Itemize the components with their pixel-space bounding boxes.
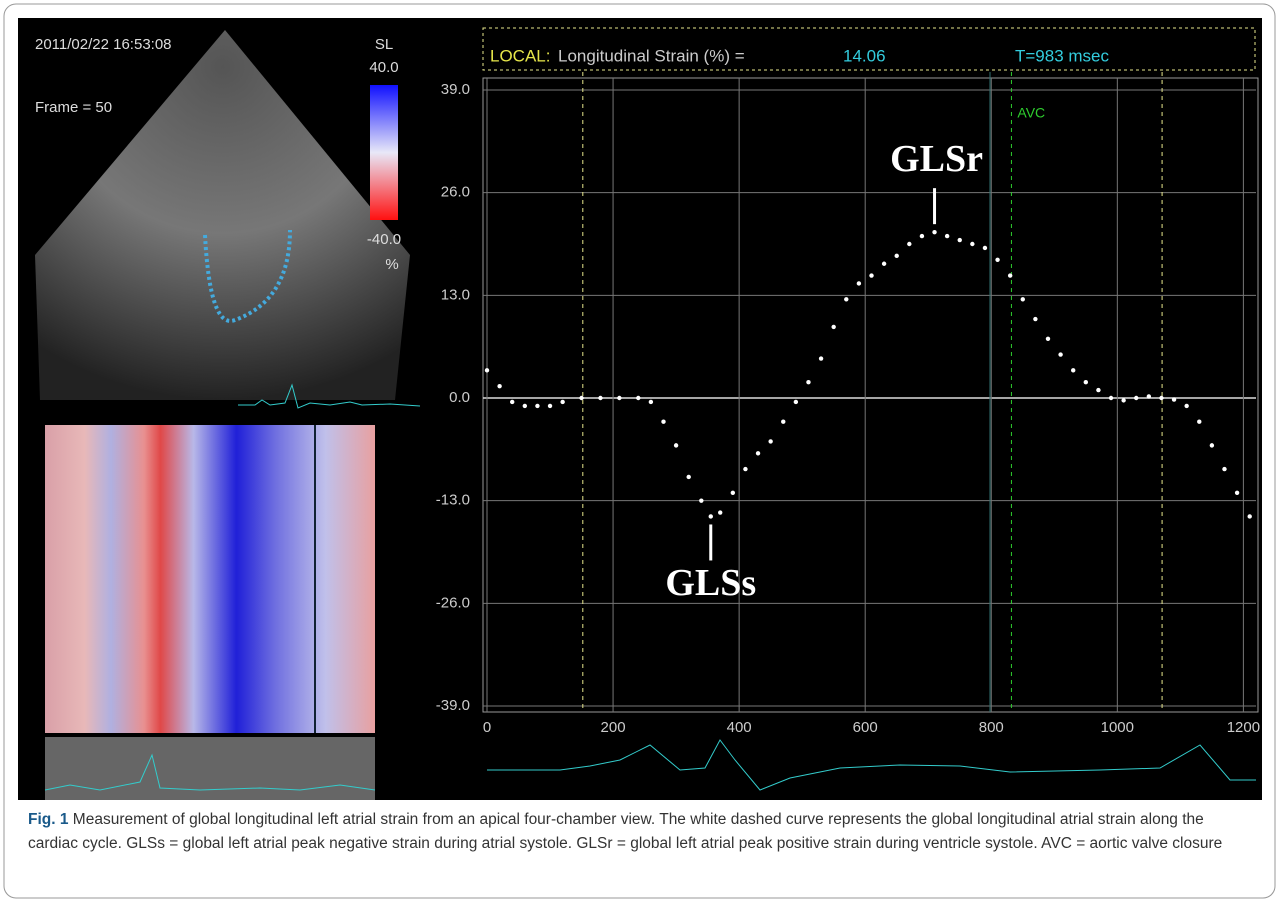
data-point xyxy=(1121,398,1125,402)
scale-min: -40.0 xyxy=(367,231,401,248)
data-point xyxy=(1134,396,1138,400)
data-point xyxy=(485,368,489,372)
data-point xyxy=(1235,491,1239,495)
data-point xyxy=(674,443,678,447)
data-point xyxy=(857,281,861,285)
x-tick-label: 200 xyxy=(601,719,626,736)
data-point xyxy=(731,491,735,495)
colorbar xyxy=(370,85,398,220)
data-point xyxy=(1184,404,1188,408)
page: 2011/02/22 16:53:08 Frame = 50 SL 40.0 -… xyxy=(0,0,1279,902)
data-point xyxy=(1147,394,1151,398)
data-point xyxy=(497,384,501,388)
y-tick-label: 13.0 xyxy=(441,286,470,303)
y-tick-label: -26.0 xyxy=(436,594,470,611)
data-point xyxy=(1247,514,1251,518)
y-tick-label: 26.0 xyxy=(441,184,470,201)
timestamp: 2011/02/22 16:53:08 xyxy=(35,36,172,53)
frame: Frame = 50 xyxy=(35,99,112,116)
data-point xyxy=(756,451,760,455)
data-point xyxy=(945,234,949,238)
annotation: GLSs xyxy=(665,562,756,604)
annotation: GLSr xyxy=(890,138,983,180)
data-point xyxy=(1109,396,1113,400)
y-tick-label: -13.0 xyxy=(436,492,470,509)
x-tick-label: 600 xyxy=(853,719,878,736)
x-tick-label: 400 xyxy=(727,719,752,736)
data-point xyxy=(819,356,823,360)
data-point xyxy=(1210,443,1214,447)
y-tick-label: 0.0 xyxy=(449,389,470,406)
x-tick-label: 800 xyxy=(979,719,1004,736)
y-tick-label: 39.0 xyxy=(441,81,470,98)
data-point xyxy=(781,419,785,423)
time: T=983 msec xyxy=(1015,46,1110,65)
data-point xyxy=(1197,419,1201,423)
data-point xyxy=(958,238,962,242)
header-label: LOCAL: xyxy=(490,46,550,65)
data-point xyxy=(869,273,873,277)
data-point xyxy=(920,234,924,238)
data-point xyxy=(907,242,911,246)
caption-label: Fig. 1 xyxy=(28,811,68,828)
data-point xyxy=(1222,467,1226,471)
data-point xyxy=(699,498,703,502)
data-point xyxy=(995,258,999,262)
data-point xyxy=(806,380,810,384)
x-tick-label: 0 xyxy=(483,719,491,736)
data-point xyxy=(831,325,835,329)
data-point xyxy=(932,230,936,234)
data-point xyxy=(636,396,640,400)
data-point xyxy=(617,396,621,400)
measure-value: 14.06 xyxy=(843,46,886,65)
data-point xyxy=(661,419,665,423)
measure: Longitudinal Strain (%) = xyxy=(558,46,745,65)
data-point xyxy=(649,400,653,404)
y-tick-label: -39.0 xyxy=(436,697,470,714)
data-point xyxy=(1058,352,1062,356)
data-point xyxy=(882,262,886,266)
data-point xyxy=(1008,273,1012,277)
scale-unit: % xyxy=(385,256,398,273)
data-point xyxy=(535,404,539,408)
data-point xyxy=(983,246,987,250)
data-point xyxy=(1159,396,1163,400)
m-mode xyxy=(45,425,375,733)
scale-max: 40.0 xyxy=(369,59,398,76)
data-point xyxy=(1172,397,1176,401)
data-point xyxy=(709,514,713,518)
data-point xyxy=(794,400,798,404)
caption-text: Measurement of global longitudinal left … xyxy=(28,811,1222,852)
figure: 2011/02/22 16:53:08 Frame = 50 SL 40.0 -… xyxy=(0,0,1279,902)
data-point xyxy=(768,439,772,443)
data-point xyxy=(523,404,527,408)
data-point xyxy=(895,254,899,258)
data-point xyxy=(510,400,514,404)
data-point xyxy=(687,475,691,479)
data-point xyxy=(743,467,747,471)
scale-name: SL xyxy=(375,36,393,53)
data-point xyxy=(970,242,974,246)
x-tick-label: 1200 xyxy=(1227,719,1260,736)
data-point xyxy=(1084,380,1088,384)
data-point xyxy=(579,396,583,400)
data-point xyxy=(548,404,552,408)
data-point xyxy=(560,400,564,404)
data-point xyxy=(1021,297,1025,301)
x-tick-label: 1000 xyxy=(1101,719,1134,736)
data-point xyxy=(1033,317,1037,321)
strip xyxy=(45,737,375,800)
vline-label: AVC xyxy=(1017,105,1045,121)
data-point xyxy=(1071,368,1075,372)
data-point xyxy=(1096,388,1100,392)
data-point xyxy=(844,297,848,301)
data-point xyxy=(598,396,602,400)
caption: Fig. 1 Measurement of global longitudina… xyxy=(28,808,1253,856)
data-point xyxy=(718,510,722,514)
data-point xyxy=(1046,337,1050,341)
